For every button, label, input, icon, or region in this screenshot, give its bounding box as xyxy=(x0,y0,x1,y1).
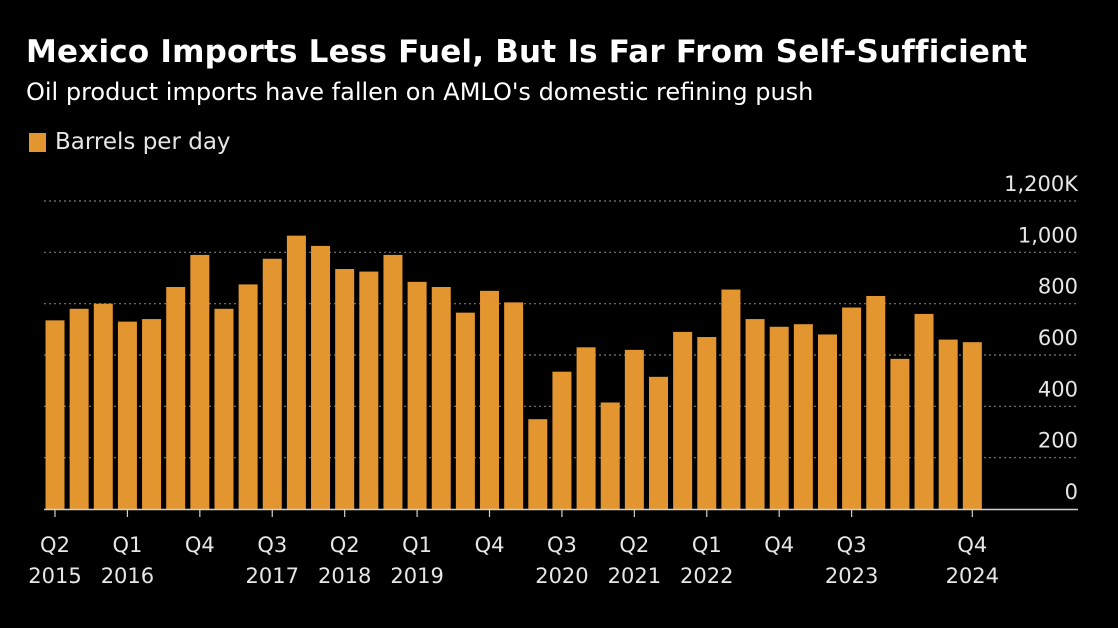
bar xyxy=(431,286,451,509)
bar xyxy=(69,308,89,509)
bar xyxy=(166,286,186,509)
bar xyxy=(504,302,524,509)
bar xyxy=(286,235,306,509)
bar xyxy=(45,320,65,509)
x-tick-year-label: 2017 xyxy=(246,564,299,588)
bar xyxy=(480,290,500,509)
x-tick-year-label: 2024 xyxy=(946,564,999,588)
bar xyxy=(769,326,789,509)
x-tick-year-label: 2015 xyxy=(28,564,81,588)
bar xyxy=(697,337,717,509)
axes: 0 200 400 600 800 1,000 1,200K Q2 2015 Q1 2016 Q4 Q3… xyxy=(28,172,1079,588)
bar xyxy=(383,254,403,509)
bars xyxy=(45,235,982,509)
x-tick-quarter-label: Q4 xyxy=(957,533,987,557)
bar xyxy=(407,281,427,509)
bar xyxy=(914,313,934,509)
x-tick-quarter-label: Q3 xyxy=(547,533,577,557)
x-tick-year-label: 2020 xyxy=(535,564,588,588)
bar xyxy=(842,307,862,509)
x-tick-year-label: 2016 xyxy=(101,564,154,588)
x-tick-year-label: 2021 xyxy=(608,564,661,588)
x-tick-quarter-label: Q2 xyxy=(619,533,649,557)
y-tick-label: 1,000 xyxy=(1018,223,1078,247)
bar xyxy=(745,319,765,509)
bar xyxy=(262,258,282,509)
legend: Barrels per day xyxy=(29,129,231,155)
y-tick-label: 0 xyxy=(1065,480,1078,504)
bar xyxy=(552,371,572,509)
y-tick-label: 400 xyxy=(1038,377,1078,401)
x-tick-year-label: 2022 xyxy=(680,564,733,588)
x-tick-year-label: 2023 xyxy=(825,564,878,588)
bar xyxy=(866,295,886,509)
bar xyxy=(190,254,210,509)
chart-subtitle: Oil product imports have fallen on AMLO'… xyxy=(26,78,814,106)
bar xyxy=(142,319,162,509)
legend-label: Barrels per day xyxy=(55,129,231,155)
x-tick-quarter-label: Q3 xyxy=(837,533,867,557)
bar xyxy=(455,312,475,509)
x-tick-year-label: 2018 xyxy=(318,564,371,588)
bar xyxy=(962,342,982,509)
x-tick-quarter-label: Q2 xyxy=(330,533,360,557)
bar xyxy=(890,358,910,509)
bar xyxy=(649,376,668,509)
bar xyxy=(311,245,331,509)
bar xyxy=(624,349,644,509)
legend-swatch xyxy=(29,132,46,152)
y-tick-label: 600 xyxy=(1038,326,1078,350)
bar xyxy=(576,347,596,509)
x-tick-quarter-label: Q1 xyxy=(692,533,722,557)
y-tick-label: 1,200K xyxy=(1004,172,1079,196)
bar xyxy=(214,308,234,509)
chart-title: Mexico Imports Less Fuel, But Is Far Fro… xyxy=(26,34,1028,70)
bar xyxy=(335,269,355,509)
bar xyxy=(817,334,837,509)
x-tick-quarter-label: Q4 xyxy=(475,533,505,557)
bar xyxy=(359,271,379,509)
bar xyxy=(938,339,958,509)
bar xyxy=(721,289,741,509)
x-tick-quarter-label: Q2 xyxy=(40,533,70,557)
bar xyxy=(117,321,137,509)
bar xyxy=(793,324,813,509)
x-tick-quarter-label: Q4 xyxy=(764,533,794,557)
x-tick-quarter-label: Q4 xyxy=(185,533,215,557)
bar xyxy=(528,419,548,509)
x-tick-quarter-label: Q1 xyxy=(112,533,142,557)
y-tick-label: 200 xyxy=(1038,429,1078,453)
y-tick-label: 800 xyxy=(1038,275,1078,299)
bar xyxy=(673,331,693,509)
bar xyxy=(238,284,258,509)
x-tick-quarter-label: Q1 xyxy=(402,533,432,557)
x-tick-quarter-label: Q3 xyxy=(257,533,287,557)
bar xyxy=(600,402,620,509)
x-tick-year-label: 2019 xyxy=(390,564,443,588)
bar xyxy=(93,303,113,509)
